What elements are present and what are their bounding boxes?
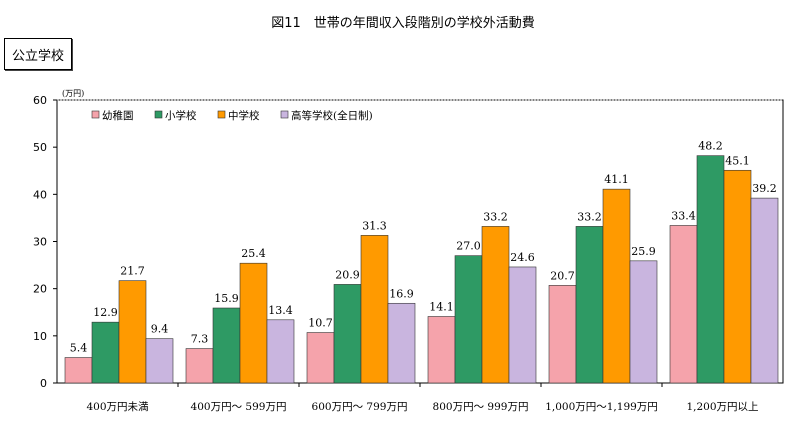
data-label: 5.4 bbox=[70, 342, 88, 355]
bar bbox=[723, 169, 752, 384]
bar bbox=[64, 357, 93, 384]
y-tick-label: 60 bbox=[33, 94, 47, 107]
data-label: 7.3 bbox=[191, 333, 209, 346]
y-tick-label: 10 bbox=[33, 330, 47, 343]
bar bbox=[333, 284, 362, 384]
data-label: 31.3 bbox=[362, 219, 387, 232]
chart-title: 図11 世帯の年間収入段階別の学校外活動費 bbox=[271, 16, 535, 31]
bar bbox=[266, 319, 295, 384]
bar bbox=[481, 226, 510, 384]
bar bbox=[185, 348, 214, 384]
data-label: 20.9 bbox=[335, 268, 360, 281]
data-label: 25.4 bbox=[241, 247, 266, 260]
y-tick-label: 50 bbox=[33, 141, 47, 154]
bar bbox=[454, 255, 483, 384]
bar bbox=[91, 321, 120, 384]
data-label: 48.2 bbox=[698, 140, 723, 153]
data-label: 21.7 bbox=[120, 265, 145, 278]
data-label: 33.4 bbox=[671, 209, 696, 222]
data-label: 10.7 bbox=[308, 317, 333, 330]
legend-label: 中学校 bbox=[228, 109, 260, 122]
bar bbox=[750, 197, 779, 384]
y-tick-label: 40 bbox=[33, 188, 47, 201]
legend-swatch bbox=[217, 110, 226, 119]
data-label: 27.0 bbox=[456, 240, 481, 253]
unit-label: (万円) bbox=[62, 89, 84, 98]
bar bbox=[145, 338, 174, 384]
legend-swatch bbox=[280, 110, 289, 119]
data-label: 16.9 bbox=[389, 287, 414, 300]
legend-label: 小学校 bbox=[165, 109, 197, 122]
legend-swatch bbox=[91, 110, 100, 119]
data-label: 33.2 bbox=[483, 210, 508, 223]
bar bbox=[387, 302, 416, 384]
data-label: 41.1 bbox=[604, 173, 629, 186]
x-tick-label: 400万円～ 599万円 bbox=[191, 401, 287, 413]
bar bbox=[360, 235, 389, 384]
data-label: 15.9 bbox=[214, 292, 239, 305]
x-tick-label: 1,200万円以上 bbox=[686, 401, 758, 413]
bar bbox=[427, 316, 456, 384]
panel-label: 公立学校 bbox=[4, 38, 72, 70]
y-tick-label: 30 bbox=[33, 236, 47, 249]
data-label: 39.2 bbox=[752, 182, 777, 195]
x-tick-label: 600万円～ 799万円 bbox=[312, 401, 408, 413]
y-tick-label: 20 bbox=[33, 283, 47, 296]
bar bbox=[118, 280, 147, 384]
x-tick-label: 400万円未満 bbox=[86, 401, 149, 413]
bar bbox=[669, 225, 698, 384]
data-label: 9.4 bbox=[151, 323, 169, 336]
data-label: 45.1 bbox=[725, 154, 750, 167]
data-label: 14.1 bbox=[429, 300, 454, 313]
data-label: 12.9 bbox=[93, 306, 118, 319]
bar bbox=[508, 266, 537, 384]
data-label: 33.2 bbox=[577, 210, 602, 223]
bar bbox=[306, 332, 335, 384]
bar bbox=[696, 155, 725, 384]
data-label: 13.4 bbox=[268, 304, 293, 317]
bar bbox=[575, 226, 604, 384]
x-tick-label: 1,000万円～1,199万円 bbox=[545, 401, 658, 413]
legend-label: 高等学校(全日制) bbox=[291, 109, 373, 122]
data-label: 24.6 bbox=[510, 251, 535, 264]
y-tick-label: 0 bbox=[40, 377, 47, 390]
bar bbox=[239, 262, 268, 384]
data-label: 20.7 bbox=[550, 269, 575, 282]
bar bbox=[548, 285, 577, 384]
legend-swatch bbox=[154, 110, 163, 119]
bar bbox=[629, 260, 658, 384]
bar bbox=[602, 188, 631, 384]
bar bbox=[212, 307, 241, 384]
legend-label: 幼稚園 bbox=[102, 109, 134, 122]
x-tick-label: 800万円～ 999万円 bbox=[433, 401, 529, 413]
data-label: 25.9 bbox=[631, 245, 656, 258]
